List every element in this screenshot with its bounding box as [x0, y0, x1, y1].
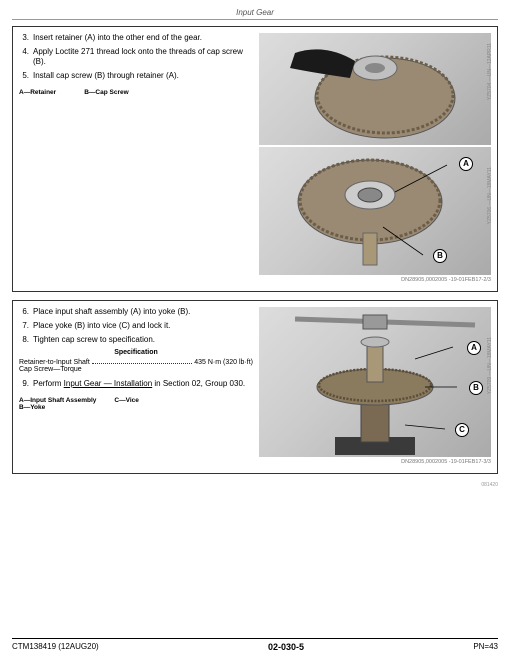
spec-heading: Specification — [19, 349, 253, 356]
legend-a: A—Input Shaft Assembly — [19, 397, 96, 404]
page-header: Input Gear — [12, 8, 498, 20]
step-text: Perform Input Gear — Installation in Sec… — [33, 379, 253, 389]
legend-a: A—Retainer — [19, 89, 56, 96]
callout-a: A — [467, 341, 481, 355]
callout-b: B — [433, 249, 447, 263]
section-2-images: A B C YZ5709 —UN—18MAY11 DN28905,0002005… — [259, 307, 491, 469]
callout-b: B — [469, 381, 483, 395]
step-text: Place yoke (B) into vice (C) and lock it… — [33, 321, 253, 331]
image-ref-1: YZ5704 —UN—12APR11 — [487, 43, 493, 100]
step-text: Apply Loctite 271 thread lock onto the t… — [33, 47, 253, 67]
tiny-date: 081420 — [12, 482, 498, 488]
section-1-images: YZ5704 —UN—12APR11 A B YZ5706 —UN—18MAY1… — [259, 33, 491, 287]
figure-caption-1: DN28905,0002005 -19-01FEB17-2/3 — [259, 277, 491, 283]
footer-left: CTM138419 (12AUG20) — [12, 642, 99, 652]
step-num: 9. — [19, 379, 33, 389]
section-2: 6. Place input shaft assembly (A) into y… — [12, 300, 498, 474]
step-post: in Section 02, Group 030. — [152, 379, 245, 388]
legend-c: C—Vice — [114, 397, 138, 404]
step-num: 6. — [19, 307, 33, 317]
figure-2: A B YZ5706 —UN—18MAY11 — [259, 147, 491, 275]
figure-caption-2: DN28905,0002005 -19-01FEB17-3/3 — [259, 459, 491, 465]
legend-b: B—Yoke — [19, 404, 45, 411]
step-num: 8. — [19, 335, 33, 345]
step-num: 5. — [19, 71, 33, 81]
callout-a: A — [459, 157, 473, 171]
legend-1: A—Retainer B—Cap Screw — [19, 89, 253, 96]
image-ref-3: YZ5709 —UN—18MAY11 — [487, 337, 493, 394]
callout-c: C — [455, 423, 469, 437]
image-ref-2: YZ5706 —UN—18MAY11 — [487, 167, 493, 224]
footer-center: 02-030-5 — [268, 642, 304, 652]
spec-dots — [92, 358, 192, 364]
step-num: 3. — [19, 33, 33, 43]
section-1-text: 3. Insert retainer (A) into the other en… — [19, 33, 259, 287]
figure-1: YZ5704 —UN—12APR11 — [259, 33, 491, 145]
step-text: Place input shaft assembly (A) into yoke… — [33, 307, 253, 317]
figure-3: A B C YZ5709 —UN—18MAY11 — [259, 307, 491, 457]
step-num: 4. — [19, 47, 33, 67]
step-text: Insert retainer (A) into the other end o… — [33, 33, 253, 43]
legend-2: A—Input Shaft Assembly C—Vice B—Yoke — [19, 397, 253, 411]
step-pre: Perform — [33, 379, 64, 388]
step-text: Tighten cap screw to specification. — [33, 335, 253, 345]
spec-label: Retainer-to-Input Shaft Cap Screw—Torque — [19, 359, 90, 373]
page-footer: CTM138419 (12AUG20) 02-030-5 PN=43 — [12, 638, 498, 652]
section-1: 3. Insert retainer (A) into the other en… — [12, 26, 498, 292]
footer-right: PN=43 — [473, 642, 498, 652]
spec-line: Retainer-to-Input Shaft Cap Screw—Torque… — [19, 358, 253, 373]
section-2-text: 6. Place input shaft assembly (A) into y… — [19, 307, 259, 469]
step-num: 7. — [19, 321, 33, 331]
xref-link[interactable]: Input Gear — Installation — [64, 379, 153, 388]
legend-b: B—Cap Screw — [84, 89, 128, 96]
spec-value: 435 N·m (320 lb·ft) — [194, 359, 253, 366]
step-text: Install cap screw (B) through retainer (… — [33, 71, 253, 81]
header-title: Input Gear — [236, 8, 274, 17]
